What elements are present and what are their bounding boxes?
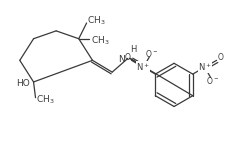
Text: CH$_3$: CH$_3$ — [87, 15, 105, 27]
Text: CH$_3$: CH$_3$ — [36, 93, 54, 106]
Text: CH$_3$: CH$_3$ — [91, 35, 109, 47]
Text: HO: HO — [16, 80, 30, 88]
Text: O$^-$: O$^-$ — [206, 75, 219, 86]
Text: O$^-$: O$^-$ — [145, 48, 158, 59]
Text: H: H — [130, 45, 136, 54]
Text: N$^+$: N$^+$ — [198, 61, 212, 73]
Text: N: N — [118, 55, 125, 64]
Text: N$^+$: N$^+$ — [136, 61, 150, 73]
Text: O: O — [218, 53, 224, 62]
Text: O: O — [124, 53, 130, 62]
